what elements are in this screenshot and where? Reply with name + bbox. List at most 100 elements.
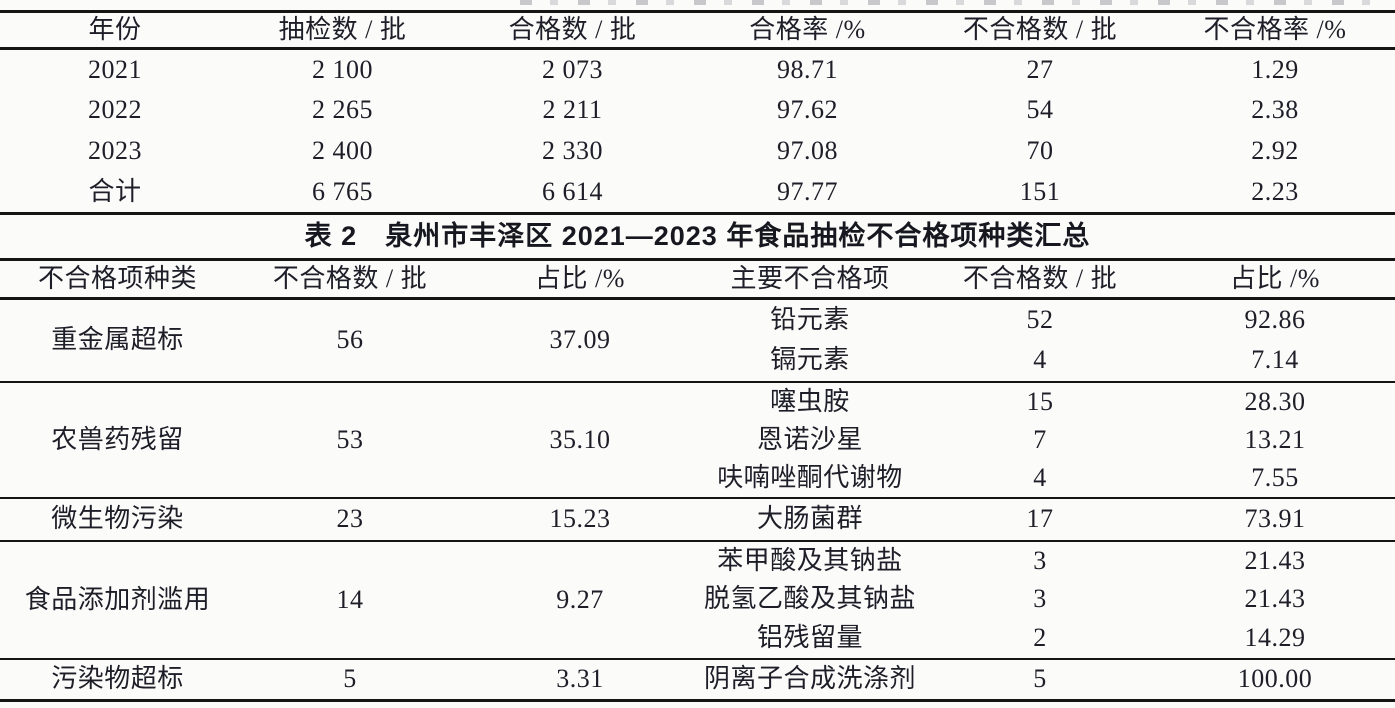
table1-row-2023: 2023 2 400 2 330 97.08 70 2.92 — [0, 131, 1395, 172]
table2-count-cell: 5 — [235, 657, 465, 701]
table2-item-count: 3 — [1033, 584, 1047, 614]
table1-row-2021: 2021 2 100 2 073 98.71 27 1.29 — [0, 49, 1395, 90]
table2-item-percent: 7.55 — [1251, 463, 1299, 493]
table1-header-year: 年份 — [0, 11, 230, 50]
table2-item-percent: 7.14 — [1251, 345, 1299, 375]
table2-row: 农兽药残留 53 35.10 噻虫胺 15 28.30 — [0, 380, 1395, 498]
table2-percent-cell: 35.10 — [465, 380, 695, 498]
table1-cell: 2023 — [88, 136, 142, 166]
table2-item-name: 铝残留量 — [756, 623, 863, 653]
table1-cell: 98.71 — [777, 54, 838, 84]
table2-item-name: 脱氢乙酸及其钠盐 — [703, 584, 916, 614]
table1-inspection-summary: 年份 抽检数 / 批 合格数 / 批 合格率 /% 不合格数 / 批 不合格率 … — [0, 10, 1395, 215]
table2-item-count: 4 — [1033, 345, 1047, 375]
table2-percent-cell: 3.31 — [465, 657, 695, 701]
table2-row: 镉元素 4 7.14 — [0, 340, 1395, 382]
table1-header-row: 年份 抽检数 / 批 合格数 / 批 合格率 /% 不合格数 / 批 不合格率 … — [0, 11, 1395, 50]
table2-row: 脱氢乙酸及其钠盐 3 21.43 — [0, 580, 1395, 619]
table1-cell: 97.62 — [777, 95, 838, 125]
table2-header-main-item: 主要不合格项 — [695, 259, 925, 300]
table2-item-name: 苯甲酸及其钠盐 — [695, 539, 925, 580]
table1-cell: 27 — [1026, 54, 1054, 84]
table2-category-cell: 食品添加剂滥用 — [0, 539, 235, 659]
clipped-table1-title-fragment — [520, 0, 1390, 5]
table1-cell: 2.92 — [1251, 136, 1299, 166]
table2-row: 污染物超标 5 3.31 阴离子合成洗涤剂 5 100.00 — [0, 657, 1395, 701]
table1-cell: 2.38 — [1251, 95, 1299, 125]
table2-item-name: 铅元素 — [770, 304, 850, 334]
table2-row: 重金属超标 56 37.09 铅元素 52 92.86 — [0, 299, 1395, 355]
table2-item-percent: 13.21 — [1244, 425, 1306, 455]
table1-cell: 2 400 — [312, 136, 373, 166]
table2-item-percent: 21.43 — [1155, 539, 1395, 580]
table2-item-percent: 92.86 — [1244, 304, 1306, 334]
table2-category-cell: 重金属超标 — [51, 325, 184, 355]
table2-item-name: 噻虫胺 — [695, 380, 925, 421]
table1-row-total: 合计 6 765 6 614 97.77 151 2.23 — [0, 172, 1395, 214]
table1-cell: 2022 — [88, 95, 142, 125]
table1-cell: 6 614 — [542, 176, 603, 206]
table2-item-percent: 28.30 — [1155, 380, 1395, 421]
table2-defect-types: 不合格项种类 不合格数 / 批 占比 /% 主要不合格项 不合格数 / 批 占比… — [0, 258, 1395, 702]
table2-item-name: 阴离子合成洗涤剂 — [695, 657, 925, 701]
table2-count-cell: 53 — [235, 380, 465, 498]
table1-header-pass-rate: 合格率 /% — [690, 11, 925, 50]
table1-cell: 2 330 — [542, 136, 603, 166]
table1-cell: 2 073 — [542, 54, 603, 84]
table1-cell: 2 100 — [312, 54, 373, 84]
table1-cell: 2 265 — [312, 95, 373, 125]
table2-header-category: 不合格项种类 — [0, 259, 235, 300]
table2-header-item-share: 占比 /% — [1155, 259, 1395, 300]
table1-cell: 70 — [1026, 136, 1054, 166]
table2-item-count: 4 — [1033, 463, 1047, 493]
table2-percent-cell: 37.09 — [549, 325, 611, 355]
table2-caption: 表 2 泉州市丰泽区 2021—2023 年食品抽检不合格项种类汇总 — [304, 221, 1091, 251]
table1-cell: 97.08 — [777, 136, 838, 166]
table2-item-percent: 14.29 — [1244, 623, 1306, 653]
table1-cell: 2021 — [88, 54, 142, 84]
table2-row: 微生物污染 23 15.23 大肠菌群 17 73.91 — [0, 496, 1395, 541]
table1-cell: 2 211 — [542, 95, 603, 125]
table2-row: 铝残留量 2 14.29 — [0, 619, 1395, 659]
table2-category-cell: 污染物超标 — [0, 657, 235, 701]
table2-row: 呋喃唑酮代谢物 4 7.55 — [0, 460, 1395, 498]
table2-item-name: 呋喃唑酮代谢物 — [717, 463, 903, 493]
table2-item-count: 7 — [1033, 425, 1047, 455]
table2-item-count: 17 — [925, 496, 1155, 541]
table2-item-name: 恩诺沙星 — [756, 425, 863, 455]
table1-cell: 151 — [1019, 176, 1061, 206]
table2-item-percent: 100.00 — [1155, 657, 1395, 701]
table2-row: 恩诺沙星 7 13.21 — [0, 421, 1395, 460]
table1-cell: 54 — [1026, 95, 1054, 125]
table2-header-item-count: 不合格数 / 批 — [925, 259, 1155, 300]
table2-header-share: 占比 /% — [465, 259, 695, 300]
table2-item-count: 15 — [925, 380, 1155, 421]
table2-category-cell: 农兽药残留 — [0, 380, 235, 498]
table2-item-percent: 21.43 — [1244, 584, 1306, 614]
table1-cell: 1.29 — [1251, 54, 1299, 84]
table1-header-fail-rate: 不合格率 /% — [1155, 11, 1395, 50]
table1-header-sampled: 抽检数 / 批 — [230, 11, 455, 50]
table2-item-count: 5 — [925, 657, 1155, 701]
table2-item-percent: 73.91 — [1155, 496, 1395, 541]
table2-count-cell: 23 — [235, 496, 465, 541]
table1-header-failed: 不合格数 / 批 — [925, 11, 1155, 50]
table2-item-count: 2 — [1033, 623, 1047, 653]
table2-count-cell: 56 — [336, 325, 364, 355]
table2-category-cell: 微生物污染 — [0, 496, 235, 541]
table2-count-cell: 14 — [235, 539, 465, 659]
table1-cell: 合计 — [88, 176, 142, 206]
table2-row: 食品添加剂滥用 14 9.27 苯甲酸及其钠盐 3 21.43 — [0, 539, 1395, 659]
table2-item-name: 大肠菌群 — [695, 496, 925, 541]
table2-item-name: 镉元素 — [770, 345, 850, 375]
table1-cell: 6 765 — [312, 176, 373, 206]
table2-item-count: 3 — [925, 539, 1155, 580]
table2-header-row: 不合格项种类 不合格数 / 批 占比 /% 主要不合格项 不合格数 / 批 占比… — [0, 259, 1395, 300]
table1-header-qualified: 合格数 / 批 — [455, 11, 690, 50]
table1-row-2022: 2022 2 265 2 211 97.62 54 2.38 — [0, 90, 1395, 131]
table2-percent-cell: 9.27 — [465, 539, 695, 659]
table1-cell: 2.23 — [1251, 176, 1299, 206]
table2-header-failed-count: 不合格数 / 批 — [235, 259, 465, 300]
table1-cell: 97.77 — [777, 176, 838, 206]
